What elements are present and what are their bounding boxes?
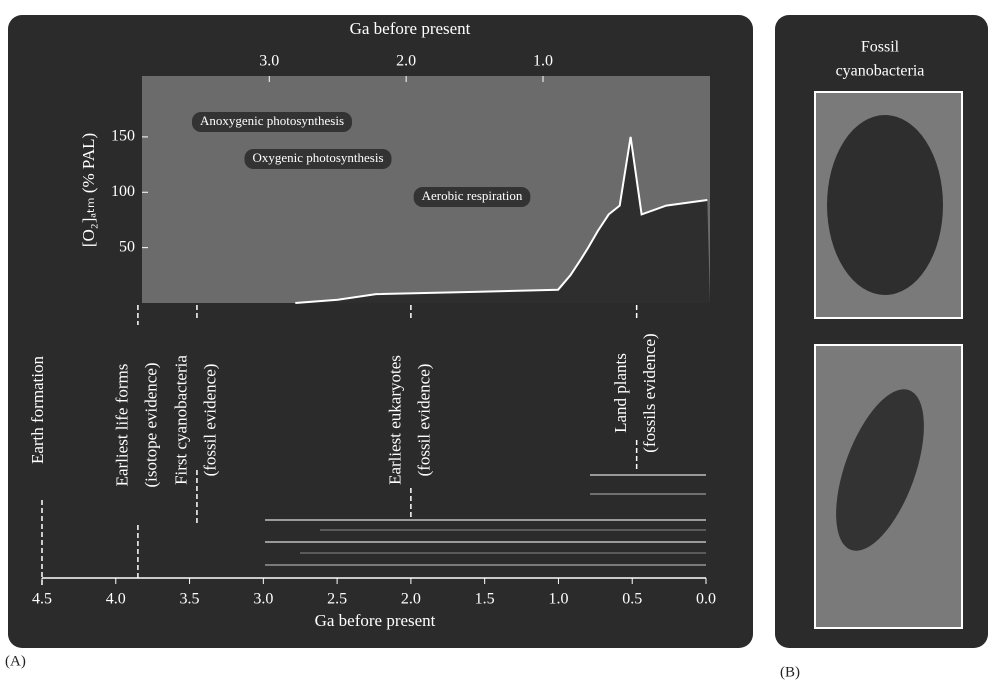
annotation: Aerobic respiration xyxy=(422,188,523,203)
x-tick-label: 3.5 xyxy=(180,591,200,608)
x-tick-label: 1.0 xyxy=(548,591,568,608)
annotation: Anoxygenic photosynthesis xyxy=(200,113,344,128)
panel-title: Fossil xyxy=(861,39,900,56)
panel-label: (A) xyxy=(5,653,26,669)
figure: (A) (B) Fossil cyanobacteria Ga before p… xyxy=(0,0,988,690)
event-label: Earliest eukaryotes xyxy=(385,355,404,485)
x-tick-label: 4.5 xyxy=(32,591,52,608)
x-tick-label: 1.0 xyxy=(533,53,553,70)
x-tick-label: 4.0 xyxy=(106,591,126,608)
y-axis-title: [O₂]ₐₜₘ (% PAL) xyxy=(79,133,98,247)
y-tick-label: 50 xyxy=(119,238,135,255)
x-tick-label: 3.0 xyxy=(259,53,279,70)
event-label: Earliest life forms xyxy=(112,364,131,487)
event-label: Land plants xyxy=(611,353,630,433)
annotation: Oxygenic photosynthesis xyxy=(252,150,383,165)
x-tick-label: 1.5 xyxy=(475,591,495,608)
x-tick-label: 0.0 xyxy=(696,591,716,608)
event-label: (fossils evidence) xyxy=(640,333,659,452)
event-label: (fossil evidence) xyxy=(200,364,219,477)
x-axis-title: Ga before present xyxy=(350,19,471,38)
y-tick-label: 100 xyxy=(111,183,135,200)
x-tick-label: 2.5 xyxy=(327,591,347,608)
fossil-cell xyxy=(827,115,943,295)
event-label: (isotope evidence) xyxy=(141,362,160,487)
panel-label: (B) xyxy=(780,664,800,680)
event-label: First cyanobacteria xyxy=(171,355,190,485)
y-tick-label: 150 xyxy=(111,128,135,145)
x-tick-label: 0.5 xyxy=(622,591,642,608)
x-tick-label: 3.0 xyxy=(253,591,273,608)
panel-title: cyanobacteria xyxy=(836,63,925,80)
event-label: Earth formation xyxy=(28,355,47,464)
x-axis-title: Ga before present xyxy=(315,611,436,630)
event-label: (fossil evidence) xyxy=(414,364,433,477)
x-tick-label: 2.0 xyxy=(401,591,421,608)
x-tick-label: 2.0 xyxy=(396,53,416,70)
